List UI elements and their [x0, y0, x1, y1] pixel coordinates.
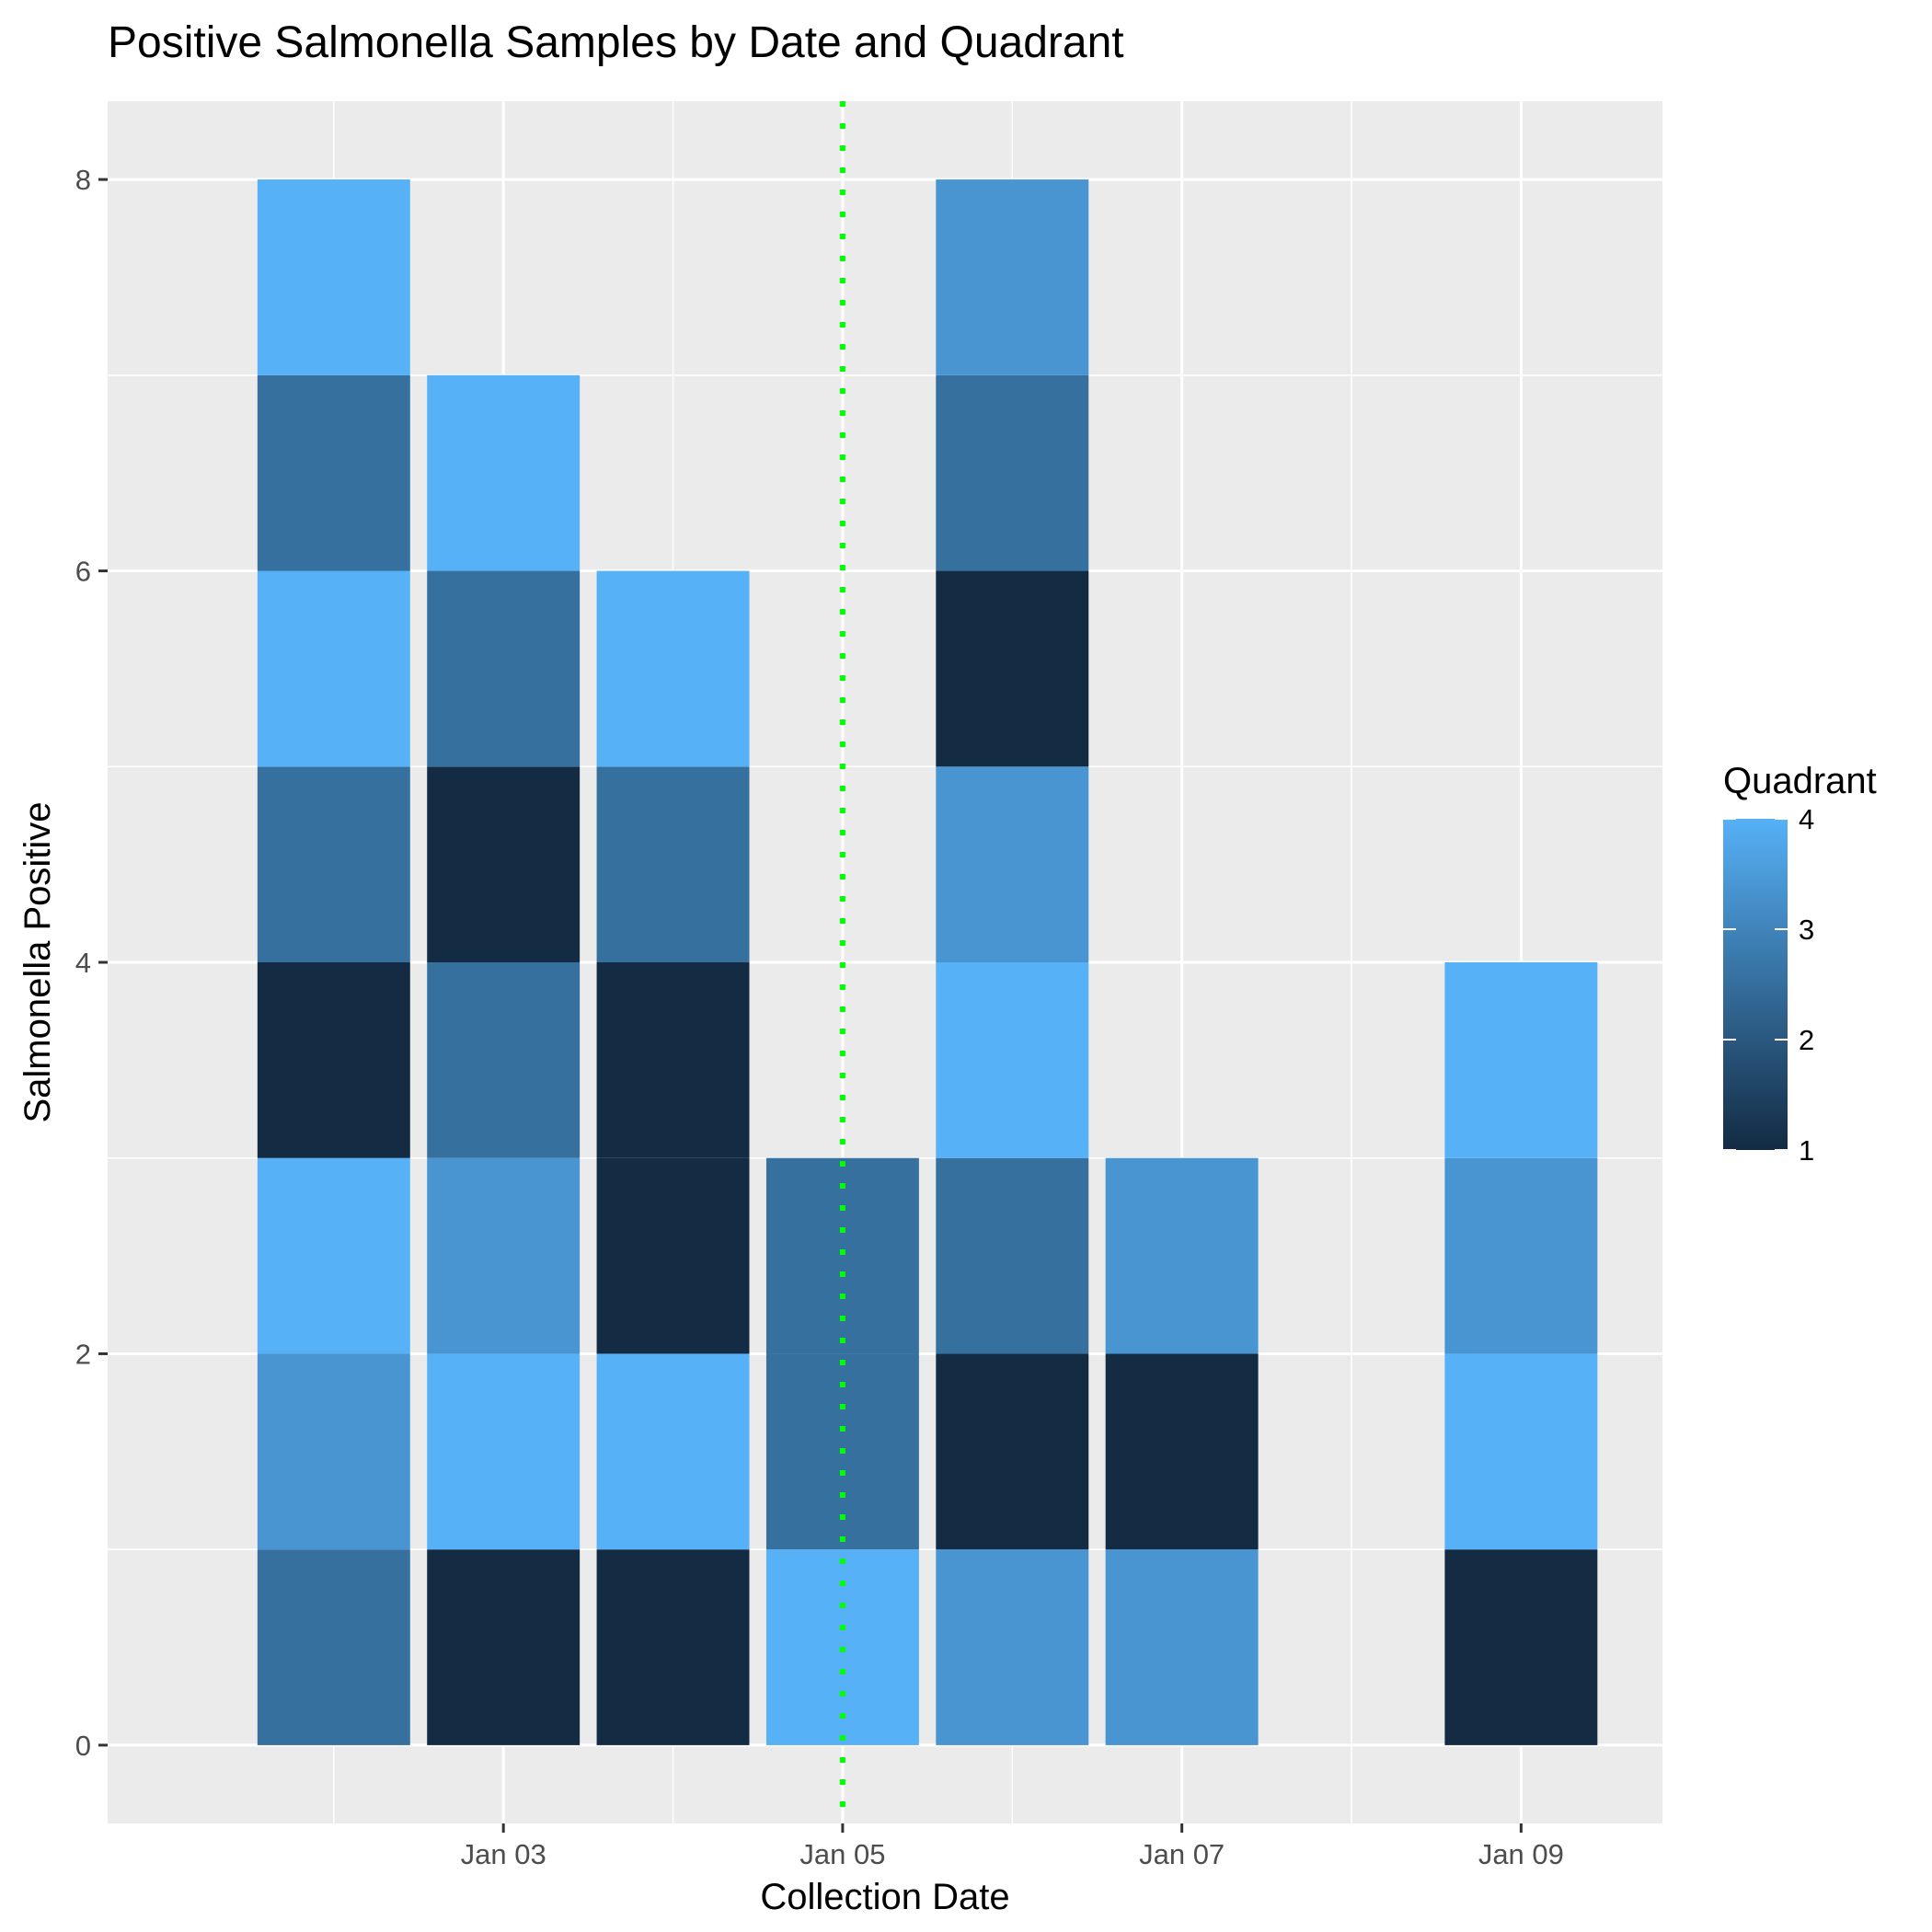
x-tick-label: Jan 03: [461, 1838, 546, 1870]
bar-segment: [257, 962, 410, 1158]
y-tick-label: 4: [75, 947, 91, 979]
bar-segment: [596, 570, 750, 767]
bar-segment: [427, 962, 581, 1158]
bar-segment: [427, 1353, 581, 1550]
bar-segment: [257, 570, 410, 767]
bar-segment: [936, 570, 1089, 767]
bar-segment: [596, 962, 750, 1158]
bar-segment: [257, 179, 410, 375]
x-axis-title: Collection Date: [760, 1877, 1009, 1917]
bar-segment: [936, 962, 1089, 1158]
bar-segment: [596, 766, 750, 962]
legend-tick-label: 3: [1799, 914, 1814, 946]
bar-segment: [1444, 1353, 1598, 1550]
x-tick-label: Jan 09: [1478, 1838, 1564, 1870]
bar-segment: [257, 374, 410, 571]
y-tick-label: 2: [75, 1338, 91, 1370]
legend-tick-label: 1: [1799, 1134, 1814, 1167]
x-tick-label: Jan 05: [799, 1838, 885, 1870]
bar-segment: [1444, 962, 1598, 1158]
y-tick-label: 0: [75, 1730, 91, 1762]
bar-segment: [257, 1157, 410, 1354]
stacked-bars: [257, 179, 1598, 1745]
bar-segment: [936, 374, 1089, 571]
bar-segment: [427, 374, 581, 571]
bar-segment: [596, 1353, 750, 1550]
bar-segment: [596, 1549, 750, 1745]
bar-segment: [936, 179, 1089, 375]
bar-segment: [936, 1157, 1089, 1354]
legend: Quadrant 1 2 3 4: [1723, 761, 1877, 1167]
bar-segment: [257, 1353, 410, 1550]
bar-segment: [427, 1549, 581, 1745]
y-axis-title: Salmonella Positive: [17, 801, 58, 1122]
legend-colorbar: [1723, 819, 1788, 1150]
bar-segment: [427, 1157, 581, 1354]
bar-segment: [427, 766, 581, 962]
bar-segment: [936, 766, 1089, 962]
y-tick-label: 8: [75, 164, 91, 196]
bar-segment: [1105, 1549, 1259, 1745]
bar-segment: [596, 1157, 750, 1354]
legend-tick-label: 2: [1799, 1024, 1814, 1056]
bar-segment: [427, 570, 581, 767]
bar-segment: [1444, 1549, 1598, 1745]
bar-segment: [257, 1549, 410, 1745]
bar-segment: [936, 1353, 1089, 1550]
x-tick-label: Jan 07: [1139, 1838, 1225, 1870]
bar-segment: [1105, 1353, 1259, 1550]
bar-segment: [1444, 1157, 1598, 1354]
y-tick-label: 6: [75, 556, 91, 588]
legend-ticks: 1 2 3 4: [1723, 803, 1814, 1167]
legend-title: Quadrant: [1723, 761, 1877, 801]
bar-segment: [1105, 1157, 1259, 1354]
bar-segment: [936, 1549, 1089, 1745]
chart-title: Positive Salmonella Samples by Date and …: [108, 18, 1124, 67]
axes: 0 2 4 6 8 Jan 03 Jan 05 Jan 07 Jan 09: [75, 164, 1564, 1870]
legend-tick-label: 4: [1799, 803, 1814, 835]
bar-segment: [257, 766, 410, 962]
